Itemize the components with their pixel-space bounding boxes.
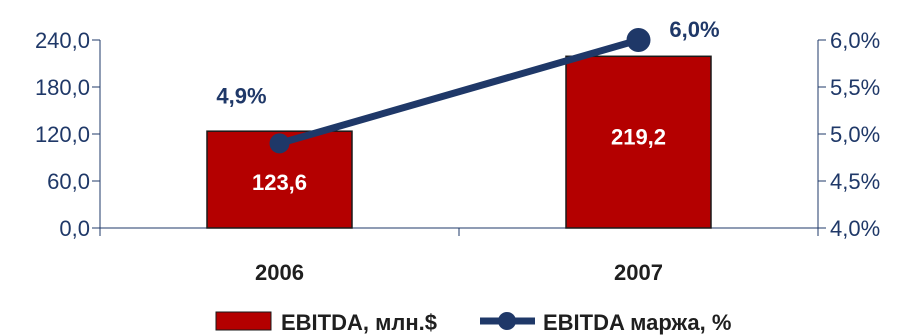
left-tick-label: 0,0 — [59, 216, 90, 241]
line-data-label: 4,9% — [216, 83, 266, 108]
right-tick-label: 4,5% — [830, 169, 880, 194]
left-tick-label: 120,0 — [35, 122, 90, 147]
bar — [206, 130, 353, 229]
right-tick-label: 5,0% — [830, 122, 880, 147]
line-point — [269, 133, 290, 154]
legend-bar-label: EBITDA, млн.$ — [281, 310, 437, 335]
line-point — [626, 28, 651, 52]
x-category-label: 2006 — [255, 260, 304, 285]
bar-data-label: 219,2 — [611, 124, 666, 149]
bar — [565, 55, 712, 229]
legend-line-marker — [498, 312, 516, 330]
right-tick-label: 5,5% — [830, 75, 880, 100]
line-series: 4,9% 6,0% — [216, 17, 720, 154]
line-path — [276, 36, 642, 147]
x-axis: 2006 2007 — [99, 227, 819, 285]
legend: EBITDA, млн.$ EBITDA маржа, % — [215, 310, 731, 335]
left-axis: 0,0 60,0 120,0 180,0 240,0 — [35, 28, 101, 241]
legend-bar-swatch — [215, 311, 272, 331]
bar-data-label: 123,6 — [252, 170, 307, 195]
legend-line-label: EBITDA маржа, % — [543, 310, 731, 335]
bar-series: 123,6 219,2 — [206, 55, 712, 229]
x-category-label: 2007 — [614, 260, 663, 285]
right-tick-label: 4,0% — [830, 216, 880, 241]
line-data-label: 6,0% — [669, 17, 719, 42]
left-tick-label: 180,0 — [35, 75, 90, 100]
left-tick-label: 60,0 — [47, 169, 90, 194]
right-axis: 4,0% 4,5% 5,0% 5,5% 6,0% — [817, 28, 880, 241]
right-tick-label: 6,0% — [830, 28, 880, 53]
left-tick-label: 240,0 — [35, 28, 90, 53]
